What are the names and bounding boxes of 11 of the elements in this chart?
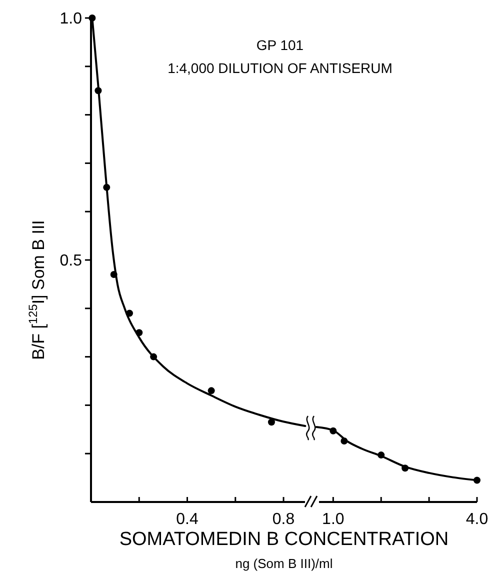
x-tick-label: 0.8 <box>272 511 295 528</box>
text: ng (Som B III)/ml <box>235 556 333 571</box>
point <box>268 418 275 426</box>
text: GP 101 <box>256 37 304 53</box>
point <box>208 387 215 394</box>
y-tick-label: 0.5 <box>60 252 82 270</box>
x-tick-label: 0.4 <box>176 511 198 528</box>
x-tick-label: 1.0 <box>322 511 344 528</box>
x-axis-title: SOMATOMEDIN B CONCENTRATION <box>119 529 449 550</box>
x-tick-label: 4.0 <box>466 511 488 528</box>
text: 1:4,000 DILUTION OF ANTISERUM <box>168 60 392 76</box>
